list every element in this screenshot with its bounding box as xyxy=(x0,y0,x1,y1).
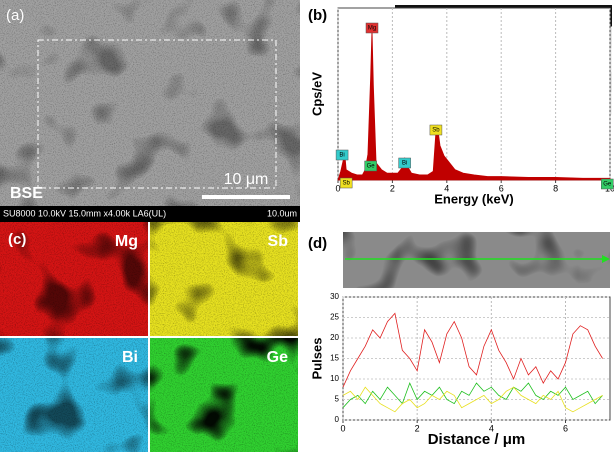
data-line xyxy=(342,312,603,388)
x-tick-label: 0 xyxy=(335,183,340,193)
peak-label-box xyxy=(365,22,379,34)
info-strip xyxy=(0,206,300,222)
peak-label-box xyxy=(335,149,349,161)
y-tick-label: 25 xyxy=(330,313,339,322)
peak-label-box xyxy=(429,124,443,136)
dashed-box xyxy=(37,39,277,189)
y-tick-label: 10 xyxy=(330,374,339,383)
panel-label: (d) xyxy=(308,235,327,252)
y-axis-label: Pulses xyxy=(309,338,324,380)
bse-label: BSE xyxy=(10,185,43,202)
map-label: Bi xyxy=(122,349,138,366)
map-texture xyxy=(0,338,148,452)
x-tick-label: 2 xyxy=(415,423,420,433)
linescan-texture xyxy=(343,232,610,288)
y-axis-label: Cps/eV xyxy=(309,72,324,116)
scan-arrow xyxy=(602,255,610,263)
peak-label: Ge xyxy=(603,182,612,188)
scale-bar xyxy=(202,195,290,199)
map-texture xyxy=(150,338,298,452)
panel-label: (a) xyxy=(6,7,24,24)
x-tick-label: 2 xyxy=(390,183,395,193)
peak-label-box xyxy=(339,177,353,189)
peak-label-box xyxy=(601,178,614,190)
map-label: Sb xyxy=(268,233,289,250)
y-tick-label: 5 xyxy=(335,395,340,404)
plot-frame xyxy=(337,7,611,181)
y-tick-label: 20 xyxy=(330,333,339,342)
x-tick-label: 6 xyxy=(499,183,504,193)
y-tick-label: 15 xyxy=(330,354,339,363)
map-texture xyxy=(0,222,148,336)
x-tick-label: 0 xyxy=(340,423,345,433)
x-axis-label: Distance / μm xyxy=(428,431,526,448)
panel-label: (b) xyxy=(308,7,327,24)
scale-label: 10 μm xyxy=(224,171,269,188)
x-tick-label: 8 xyxy=(553,183,558,193)
map-label: Ge xyxy=(267,349,288,366)
peak-label: Bi xyxy=(402,161,407,167)
peak-label: Mg xyxy=(368,26,376,32)
data-line xyxy=(342,386,603,413)
peak-label: Sb xyxy=(342,181,350,187)
peak-label: Sb xyxy=(432,128,440,134)
peak-label-box xyxy=(398,157,411,169)
map-texture xyxy=(150,222,298,336)
x-tick-label: 4 xyxy=(489,423,494,433)
x-tick-label: 6 xyxy=(563,423,568,433)
x-tick-label: 4 xyxy=(444,183,449,193)
peak-label: Ge xyxy=(367,164,376,170)
info-text: 10.0um xyxy=(267,208,297,218)
peak-label: Bi xyxy=(339,153,344,159)
info-text: SU8000 10.0kV 15.0mm x4.00k LA6(UL) xyxy=(3,208,166,218)
peak-label-box xyxy=(364,160,377,172)
x-axis-label: Energy (keV) xyxy=(434,191,513,206)
panel-label: (c) xyxy=(8,231,26,248)
map-label: Mg xyxy=(115,233,138,250)
y-tick-label: 30 xyxy=(330,292,339,301)
y-tick-label: 0 xyxy=(335,415,340,424)
bse-texture xyxy=(0,0,300,206)
maps: Mg Sb Bi Ge xyxy=(0,222,298,452)
